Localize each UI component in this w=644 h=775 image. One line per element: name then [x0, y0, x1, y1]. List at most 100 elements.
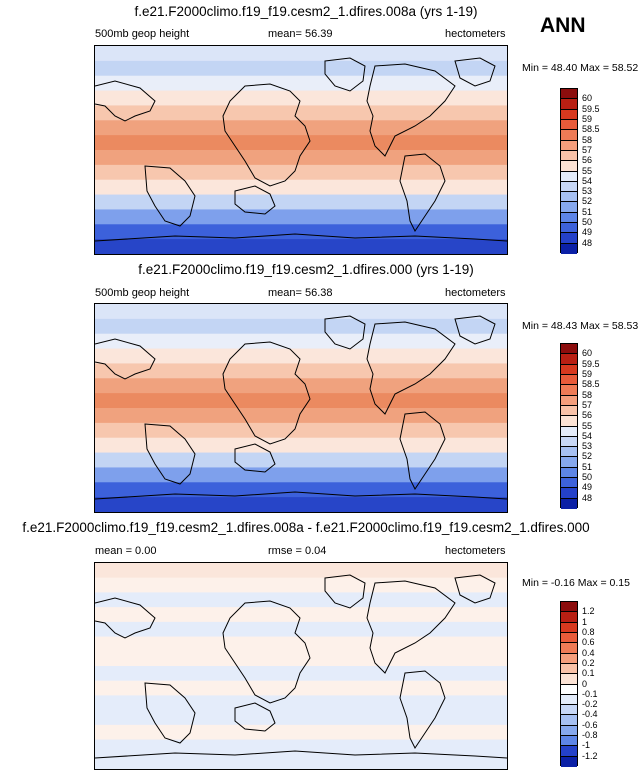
colorbar-tick-label: 52: [582, 451, 593, 462]
panel-1-units-label: hectometers: [445, 28, 506, 40]
season-label: ANN: [540, 14, 586, 37]
contour-band: [95, 695, 507, 711]
colorbar-swatch: [561, 467, 577, 479]
colorbar-swatch: [561, 161, 577, 172]
colorbar-tick-label: 60: [582, 348, 593, 359]
coastline: [234, 185, 276, 215]
colorbar-tick-label: 0.4: [582, 647, 595, 658]
colorbar-swatch: [561, 447, 577, 458]
contour-band: [95, 467, 507, 484]
colorbar-swatch: [561, 457, 577, 468]
contour-band: [95, 621, 507, 638]
colorbar-tick-label: 51: [582, 206, 593, 217]
colorbar-swatch: [561, 130, 577, 141]
colorbar-swatch: [561, 684, 577, 695]
coastline: [324, 315, 366, 350]
contour-band: [95, 577, 507, 594]
colorbar-swatch: [561, 140, 577, 151]
colorbar-tick-label: 49: [582, 227, 593, 238]
colorbar-swatch: [561, 715, 577, 726]
colorbar-swatch: [561, 725, 577, 737]
panel-3-minmax: Min = -0.16 Max = 0.15: [522, 577, 630, 589]
colorbar-tick-label: 59: [582, 368, 593, 379]
panel-3-colorbar: [560, 601, 578, 767]
coastline: [95, 597, 156, 639]
colorbar-swatch: [561, 426, 577, 437]
colorbar-swatch: [561, 223, 577, 234]
panel-2-variable-label: 500mb geop height: [95, 287, 190, 299]
panel-2-minmax: Min = 48.43 Max = 58.53: [522, 320, 639, 332]
contour-band: [95, 408, 507, 424]
contour-band: [95, 422, 507, 439]
contour-band: [95, 710, 507, 726]
colorbar-tick-label: 48: [582, 492, 593, 503]
colorbar-swatch: [561, 488, 577, 499]
colorbar-tick-label: -1.2: [582, 750, 598, 761]
colorbar-tick-label: -1: [582, 740, 591, 751]
coastline: [366, 580, 456, 674]
colorbar-tick-label: 50: [582, 472, 593, 483]
colorbar-tick-label: 59.5: [582, 358, 600, 369]
coastline: [144, 165, 196, 227]
colorbar-tick-label: 58: [582, 134, 593, 145]
contour-band: [95, 393, 507, 409]
colorbar-swatch: [561, 612, 577, 623]
colorbar-swatch: [561, 171, 577, 182]
contour-band: [95, 75, 507, 92]
contour-band: [95, 209, 507, 226]
panel-2-colorbar: [560, 343, 578, 509]
panel-1-map: [94, 45, 508, 255]
colorbar-tick-label: 57: [582, 144, 593, 155]
colorbar-tick-label: 54: [582, 430, 593, 441]
coastline: [324, 574, 366, 609]
colorbar-tick-label: 52: [582, 196, 593, 207]
colorbar-tick-label: -0.2: [582, 699, 598, 710]
contour-band: [95, 563, 507, 579]
coastline: [222, 341, 311, 445]
panel-1-title: f.e21.F2000climo.f19_f19.cesm2_1.dfires.…: [134, 4, 478, 19]
colorbar-swatch: [561, 416, 577, 427]
colorbar-tick-label: 58: [582, 389, 593, 400]
colorbar-tick-label: 58.5: [582, 379, 600, 390]
contour-band: [95, 304, 507, 320]
contour-band: [95, 592, 507, 608]
coastline: [454, 574, 496, 604]
colorbar-swatch: [561, 436, 577, 448]
contour-band: [95, 437, 507, 454]
colorbar-tick-label: 54: [582, 175, 593, 186]
panel-3-mean-label: mean = 0.00: [95, 545, 157, 557]
coastline: [95, 750, 507, 759]
contour-band: [95, 46, 507, 62]
colorbar-swatch: [561, 632, 577, 644]
coastline: [399, 153, 446, 232]
colorbar-swatch: [561, 374, 577, 386]
colorbar-swatch: [561, 602, 577, 613]
coastline: [95, 233, 507, 242]
panel-3-map: [94, 562, 508, 770]
coastline: [366, 63, 456, 157]
colorbar-swatch: [561, 736, 577, 747]
colorbar-swatch: [561, 746, 577, 757]
colorbar-tick-label: 59.5: [582, 103, 600, 114]
coastline: [222, 83, 311, 187]
coastline: [95, 338, 156, 380]
colorbar-swatch: [561, 756, 577, 767]
colorbar-tick-label: 60: [582, 93, 593, 104]
colorbar-tick-label: 0.6: [582, 637, 595, 648]
colorbar-tick-label: 53: [582, 186, 593, 197]
contour-band: [95, 348, 507, 365]
colorbar-swatch: [561, 622, 577, 633]
colorbar-swatch: [561, 643, 577, 654]
contour-band: [95, 105, 507, 122]
panel-3-title: f.e21.F2000climo.f19_f19.cesm2_1.dfires.…: [22, 520, 590, 535]
colorbar-swatch: [561, 150, 577, 162]
contour-band: [95, 363, 507, 380]
colorbar-swatch: [561, 395, 577, 406]
contour-band: [95, 724, 507, 741]
colorbar-tick-label: 56: [582, 155, 593, 166]
coastline: [399, 411, 446, 490]
coastline: [324, 57, 366, 92]
coastline: [366, 321, 456, 415]
panel-1-minmax: Min = 48.40 Max = 58.52: [522, 62, 639, 74]
colorbar-swatch: [561, 653, 577, 664]
